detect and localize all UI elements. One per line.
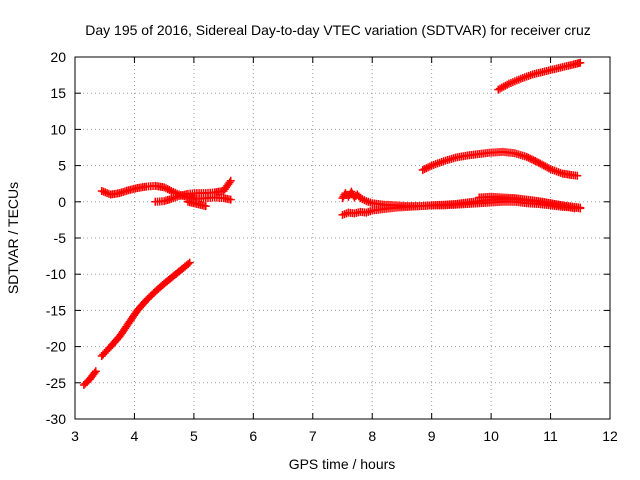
data-point-interp bbox=[544, 164, 553, 173]
data-point-interp bbox=[339, 192, 348, 201]
series-track-10 bbox=[494, 58, 585, 94]
data-point-interp bbox=[182, 261, 191, 270]
data-point-interp bbox=[166, 274, 175, 283]
data-point-interp bbox=[161, 184, 170, 193]
x-tick-labels: 3 4 5 6 7 8 9 10 11 12 bbox=[71, 428, 618, 444]
data-point-interp bbox=[225, 178, 234, 187]
data-point-interp bbox=[122, 186, 131, 195]
data-points-layer bbox=[79, 58, 585, 389]
x-tick-label: 9 bbox=[428, 428, 436, 444]
x-tick-label: 5 bbox=[190, 428, 198, 444]
data-point-interp bbox=[520, 152, 529, 161]
x-tick-label: 4 bbox=[131, 428, 139, 444]
data-point-interp bbox=[184, 259, 193, 268]
data-point-interp bbox=[366, 207, 375, 216]
data-point-interp bbox=[503, 80, 512, 89]
data-point-interp bbox=[422, 164, 431, 173]
data-point-interp bbox=[191, 199, 200, 208]
y-tick-label: -20 bbox=[46, 339, 66, 355]
data-point-interp bbox=[568, 203, 577, 212]
data-point-interp bbox=[420, 165, 429, 174]
chart-title: Day 195 of 2016, Sidereal Day-to-day VTE… bbox=[85, 22, 591, 38]
data-point-interp bbox=[89, 370, 98, 379]
data-point-interp bbox=[501, 81, 510, 90]
x-tick-label: 11 bbox=[543, 428, 558, 444]
data-point-interp bbox=[103, 345, 112, 354]
y-tick-label: 0 bbox=[58, 194, 66, 210]
data-point-interp bbox=[148, 290, 157, 299]
series-track-2 bbox=[97, 258, 194, 361]
x-tick-label: 7 bbox=[309, 428, 317, 444]
data-point-interp bbox=[165, 186, 174, 195]
data-point-interp bbox=[157, 282, 166, 291]
series-track-7 bbox=[338, 194, 585, 219]
series-track-4 bbox=[151, 176, 235, 206]
data-point-interp bbox=[556, 201, 565, 210]
data-point-interp bbox=[424, 163, 433, 172]
y-tick-label: 20 bbox=[50, 49, 66, 65]
data-point-interp bbox=[163, 185, 172, 194]
data-point-interp bbox=[165, 195, 174, 204]
data-point-interp bbox=[526, 71, 535, 80]
data-point-interp bbox=[514, 75, 523, 84]
data-point-interp bbox=[360, 196, 369, 205]
y-tick-label: -15 bbox=[46, 302, 66, 318]
data-point-interp bbox=[538, 67, 547, 76]
data-point-interp bbox=[175, 267, 184, 276]
x-tick-label: 3 bbox=[71, 428, 79, 444]
data-point-interp bbox=[574, 59, 583, 68]
data-point-interp bbox=[366, 198, 375, 207]
data-point-interp bbox=[158, 183, 167, 192]
data-point-interp bbox=[556, 168, 565, 177]
data-point-interp bbox=[425, 162, 434, 171]
x-axis-title: GPS time / hours bbox=[289, 456, 396, 472]
x-tick-label: 8 bbox=[368, 428, 376, 444]
data-point-interp bbox=[449, 154, 458, 163]
x-tick-label: 12 bbox=[602, 428, 618, 444]
y-tick-label: 5 bbox=[58, 158, 66, 174]
data-point-interp bbox=[90, 368, 99, 377]
data-point-interp bbox=[571, 171, 580, 180]
data-point-interp bbox=[113, 189, 122, 198]
data-point-interp bbox=[550, 65, 559, 74]
data-point-interp bbox=[224, 195, 233, 204]
y-tick-label: 15 bbox=[50, 85, 66, 101]
data-point-interp bbox=[139, 299, 148, 308]
series-track-8 bbox=[475, 192, 579, 213]
data-point-interp bbox=[113, 335, 122, 344]
data-point bbox=[418, 165, 427, 174]
series-track-1 bbox=[79, 367, 100, 389]
data-point-interp bbox=[543, 163, 552, 172]
y-tick-label: 10 bbox=[50, 121, 66, 137]
y-tick-labels: -30 -25 -20 -15 -10 -5 0 5 10 15 20 bbox=[46, 49, 66, 427]
data-point-interp bbox=[437, 157, 446, 166]
series-track-9 bbox=[418, 147, 582, 180]
data-point-interp bbox=[224, 180, 233, 189]
y-tick-label: -25 bbox=[46, 375, 66, 391]
data-point-interp bbox=[199, 201, 208, 210]
data-point-interp bbox=[173, 192, 182, 201]
x-tick-label: 6 bbox=[249, 428, 257, 444]
plot-frame bbox=[74, 56, 611, 420]
data-point-interp bbox=[508, 149, 517, 158]
data-point-interp bbox=[82, 378, 91, 387]
data-point-interp bbox=[531, 157, 540, 166]
x-tick-label: 10 bbox=[483, 428, 499, 444]
series-track-5 bbox=[183, 197, 210, 211]
data-point-interp bbox=[122, 322, 131, 331]
y-tick-label: -10 bbox=[46, 266, 66, 282]
data-point-interp bbox=[562, 62, 571, 71]
y-tick-label: -30 bbox=[46, 411, 66, 427]
y-axis-title: SDTVAR / TECUs bbox=[5, 182, 21, 294]
y-tick-label: -5 bbox=[54, 230, 67, 246]
grid-layer bbox=[75, 57, 610, 419]
data-point-interp bbox=[131, 309, 140, 318]
